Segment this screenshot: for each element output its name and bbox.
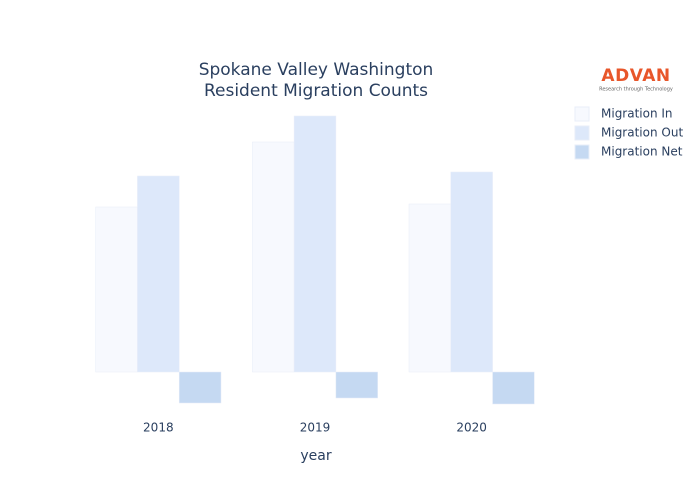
bar [137, 175, 180, 373]
x-tick-label: 2019 [300, 421, 331, 435]
bar [408, 203, 452, 373]
bar [450, 171, 493, 373]
logo-name: ADVAN [601, 66, 670, 86]
chart-title: Spokane Valley Washington [199, 60, 434, 80]
x-tick-label: 2020 [456, 421, 487, 435]
legend-swatch [574, 144, 590, 160]
bar [178, 371, 222, 404]
legend-swatch [574, 125, 590, 141]
bar [293, 115, 337, 373]
legend-swatch [574, 106, 590, 122]
bar [492, 371, 535, 405]
legend-label: Migration In [601, 107, 673, 121]
bar [335, 371, 378, 399]
x-tick-label: 2018 [143, 421, 174, 435]
legend-label: Migration Out [601, 126, 683, 140]
logo-tagline: Research through Technology [599, 87, 673, 93]
bar [252, 141, 295, 373]
legend-label: Migration Net [601, 145, 683, 159]
chart-title: Resident Migration Counts [204, 81, 428, 101]
bar [95, 206, 138, 373]
x-axis-title: year [300, 448, 331, 464]
